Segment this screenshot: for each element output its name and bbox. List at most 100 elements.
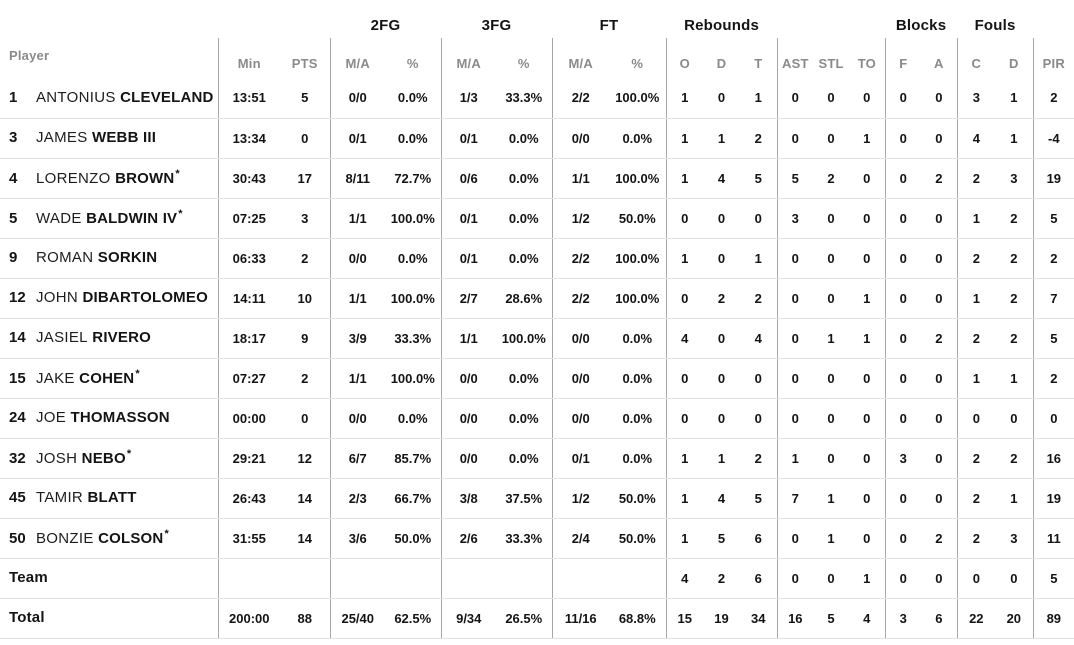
player-cell: 50 BONZIE COLSON* xyxy=(0,518,218,559)
stat-2fg-pct: 100.0% xyxy=(385,198,441,239)
stat-blk-a: 0 xyxy=(921,558,958,599)
stat-blk-f: 0 xyxy=(884,158,922,199)
col-header-blk-a: A xyxy=(934,56,944,71)
stat-to: 1 xyxy=(849,118,886,159)
stat-foul-d: 0 xyxy=(995,398,1034,439)
stat-2fg-pct: 62.5% xyxy=(385,598,441,639)
player-first-name: JOE xyxy=(36,409,67,426)
stat-2fg-ma: 8/11 xyxy=(329,158,385,199)
stat-foul-c: 0 xyxy=(956,558,996,599)
stat-to: 0 xyxy=(849,198,886,239)
stat-blk-a: 0 xyxy=(921,118,958,159)
stat-ast: 5 xyxy=(776,158,814,199)
stat-3fg-pct: 26.5% xyxy=(496,598,552,639)
stat-min: 07:27 xyxy=(217,358,280,399)
stat-reb-t: 1 xyxy=(740,238,778,279)
stat-foul-d: 1 xyxy=(995,358,1034,399)
stat-ast: 0 xyxy=(776,78,814,119)
stat-blk-f: 0 xyxy=(884,198,922,239)
stat-pir: 2 xyxy=(1032,78,1074,119)
stat-ft-ma: 2/2 xyxy=(551,78,609,119)
starter-star: * xyxy=(164,528,169,540)
stat-blk-f: 3 xyxy=(884,598,922,639)
team-row: Team 4 2 6 0 0 1 0 0 0 0 5 xyxy=(0,558,1074,599)
stat-ft-pct: 0.0% xyxy=(609,358,667,399)
stat-foul-c: 2 xyxy=(956,158,996,199)
stat-stl: 0 xyxy=(813,198,850,239)
player-first-name: ROMAN xyxy=(36,249,94,266)
stat-blk-f: 0 xyxy=(884,518,922,559)
stat-foul-d: 1 xyxy=(995,118,1034,159)
stat-ft-pct: 100.0% xyxy=(609,278,667,319)
jersey-number: 1 xyxy=(9,88,18,106)
stat-pts: 2 xyxy=(280,358,330,399)
jersey-number: 9 xyxy=(9,249,18,266)
stat-3fg-pct: 100.0% xyxy=(496,318,552,359)
player-row: 1 ANTONIUS CLEVELAND 13:51 5 0/0 0.0% 1/3 33.3%… xyxy=(0,78,1074,119)
stat-ast: 1 xyxy=(776,438,814,479)
player-row: 5 WADE BALDWIN IV* 07:25 3 1/1 100.0% 0/1 0.0% 1… xyxy=(0,198,1074,239)
stat-3fg-ma: 1/3 xyxy=(440,78,496,119)
stat-2fg-pct: 66.7% xyxy=(385,478,441,519)
stat-reb-o: 1 xyxy=(665,118,704,159)
stat-reb-d: 0 xyxy=(703,198,741,239)
stat-blk-a: 0 xyxy=(921,438,958,479)
stat-3fg-ma: 0/6 xyxy=(440,158,496,199)
stat-blk-f: 0 xyxy=(884,358,922,399)
stat-min: 13:51 xyxy=(217,78,280,119)
stat-to: 0 xyxy=(849,398,886,439)
stat-foul-c: 2 xyxy=(956,478,996,519)
stat-foul-d: 2 xyxy=(995,278,1034,319)
stat-reb-t: 0 xyxy=(740,398,778,439)
stat-pir: 2 xyxy=(1032,358,1074,399)
stat-to: 0 xyxy=(849,158,886,199)
stat-2fg-ma xyxy=(329,558,385,599)
starter-star: * xyxy=(175,168,180,180)
stat-to: 0 xyxy=(849,358,886,399)
player-cell: 32 JOSH NEBO* xyxy=(0,438,218,479)
stat-pts: 88 xyxy=(280,598,330,639)
stat-reb-d: 5 xyxy=(703,518,741,559)
stat-ft-ma: 0/0 xyxy=(551,318,609,359)
stat-reb-t: 2 xyxy=(740,118,778,159)
stat-pir: 11 xyxy=(1032,518,1074,559)
stat-3fg-ma: 1/1 xyxy=(440,318,496,359)
stat-pts: 5 xyxy=(280,78,330,119)
stat-stl: 0 xyxy=(813,438,850,479)
group-header-blocks: Blocks xyxy=(895,17,947,34)
stat-ft-ma: 2/2 xyxy=(551,238,609,279)
stat-reb-d: 19 xyxy=(703,598,741,639)
stat-to: 1 xyxy=(849,318,886,359)
group-header-rebounds: Rebounds xyxy=(684,17,759,34)
stat-blk-a: 0 xyxy=(921,278,958,319)
col-header-pir: PIR xyxy=(1032,38,1074,78)
player-row: 14 JASIEL RIVERO 18:17 9 3/9 33.3% 1/1 100.0% 0/… xyxy=(0,318,1074,359)
stat-stl: 0 xyxy=(813,358,850,399)
group-header-fouls: Fouls xyxy=(974,17,1016,34)
stat-blk-a: 0 xyxy=(921,358,958,399)
stat-to: 1 xyxy=(849,278,886,319)
stat-pir: 89 xyxy=(1032,598,1074,639)
jersey-number: 14 xyxy=(9,329,26,346)
stat-foul-c: 4 xyxy=(956,118,996,159)
player-first-name: JOHN xyxy=(36,289,79,306)
col-header-3fg-ma: M/A xyxy=(440,38,496,78)
stat-3fg-pct: 37.5% xyxy=(496,478,552,519)
jersey-number: 24 xyxy=(9,409,26,426)
jersey-number: 45 xyxy=(9,489,26,506)
player-cell: 15 JAKE COHEN* xyxy=(0,358,218,399)
stat-min: 26:43 xyxy=(217,478,280,519)
stat-pts: 10 xyxy=(280,278,330,319)
stat-foul-d: 1 xyxy=(995,78,1034,119)
stat-ast: 0 xyxy=(776,118,814,159)
stat-pts: 14 xyxy=(280,478,330,519)
stat-blk-a: 0 xyxy=(921,198,958,239)
stat-stl: 0 xyxy=(813,118,850,159)
stat-2fg-pct: 100.0% xyxy=(385,278,441,319)
stat-ast: 0 xyxy=(776,278,814,319)
stat-reb-o: 4 xyxy=(665,558,704,599)
stat-ft-pct xyxy=(609,558,667,599)
stat-to: 0 xyxy=(849,438,886,479)
stat-min: 00:00 xyxy=(217,398,280,439)
player-last-name: THOMASSON xyxy=(70,409,170,426)
